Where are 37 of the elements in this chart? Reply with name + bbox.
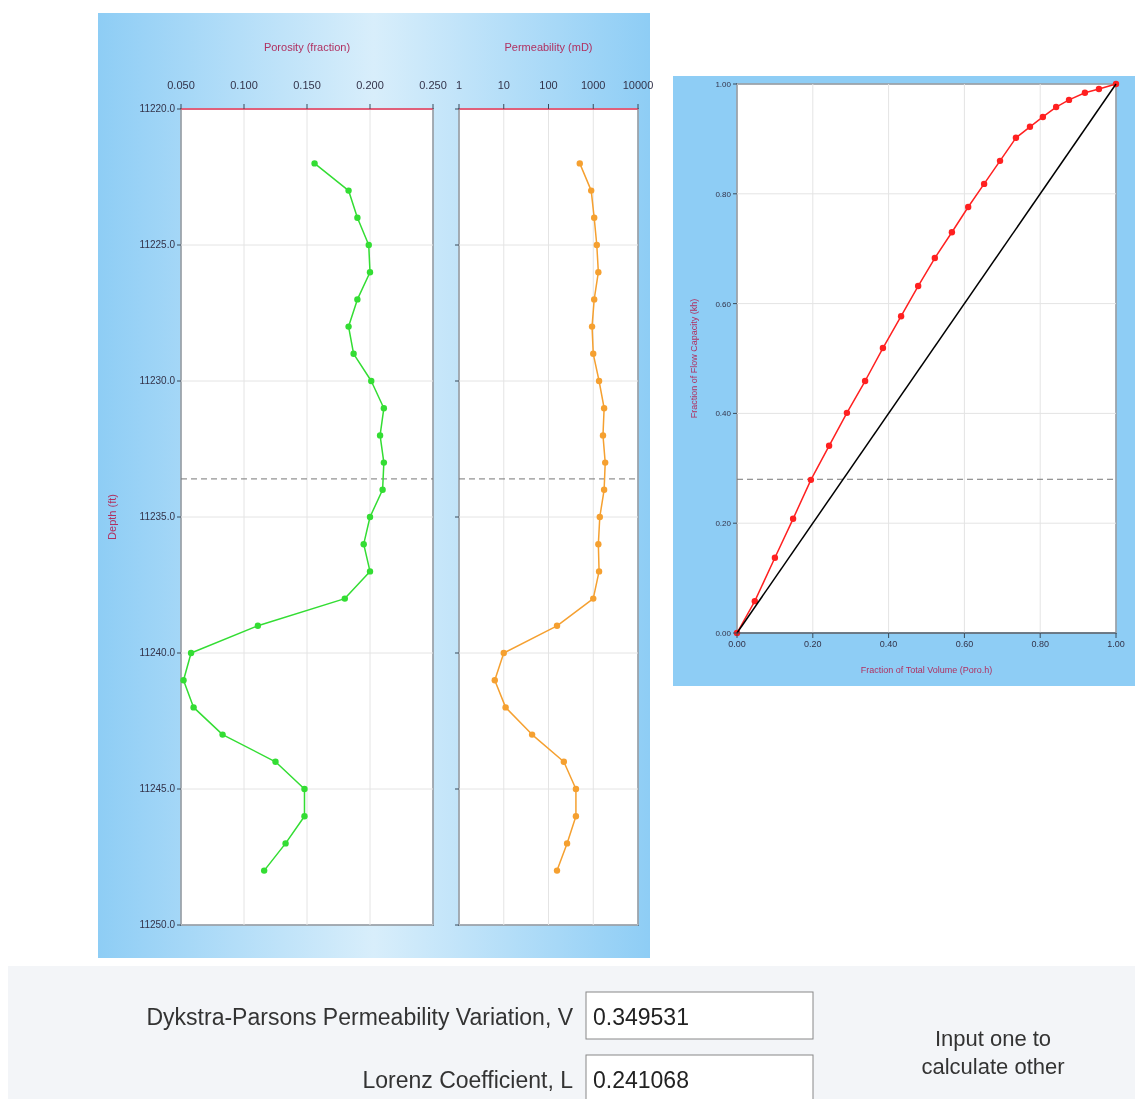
x-axis-title: Porosity (fraction) [263, 41, 351, 53]
x-tick-label: 0.00 [728, 639, 746, 649]
x-tick-label: 0.250 [419, 79, 447, 91]
y-tick-label: 11230.0 [139, 375, 176, 386]
text: Input one to calculate other [921, 1026, 1065, 1079]
x-tick-label: 0.20 [804, 639, 822, 649]
text: 0.349531 [593, 1004, 689, 1030]
x-tick-label: 0.60 [955, 639, 974, 649]
x-tick-label: 0.200 [356, 79, 384, 91]
x-tick-label: 0.050 [167, 79, 195, 91]
y-tick-label: 0.00 [715, 629, 732, 638]
y-tick-label: 11245.0 [139, 783, 176, 794]
x-tick-label: 100 [539, 79, 558, 91]
y-tick-label: 11220.0 [139, 103, 176, 114]
y-tick-label: 11235.0 [139, 511, 176, 522]
x-tick-label: 0.100 [230, 79, 258, 91]
y-axis-title: Fraction of Flow Capacity (kh) [689, 298, 699, 419]
text: 0.241068 [593, 1067, 689, 1093]
x-tick-label: 10 [497, 79, 510, 91]
y-axis-title: Depth (ft) [106, 494, 118, 540]
x-tick-label: 1.00 [1107, 639, 1125, 649]
x-tick-label: 0.40 [879, 639, 898, 649]
y-tick-label: 0.40 [715, 409, 732, 419]
x-axis-title: Permeability (mD) [504, 41, 593, 53]
x-axis-title: Fraction of Total Volume (Poro.h) [860, 665, 993, 675]
y-tick-label: 0.20 [715, 519, 732, 529]
y-tick-label: 0.80 [715, 189, 732, 199]
text: Dykstra-Parsons Permeability Variation, V [146, 1004, 574, 1030]
y-tick-label: 0.60 [715, 299, 732, 309]
text: Lorenz Coefficient, L [362, 1067, 574, 1093]
x-tick-label: 1000 [581, 79, 606, 91]
x-tick-label: 1 [455, 79, 463, 91]
x-tick-label: 0.150 [293, 79, 321, 91]
x-tick-label: 0.80 [1031, 639, 1049, 649]
y-tick-label: 11225.0 [139, 239, 176, 250]
y-tick-label: 11250.0 [139, 919, 176, 930]
y-tick-label: 11240.0 [139, 647, 176, 658]
